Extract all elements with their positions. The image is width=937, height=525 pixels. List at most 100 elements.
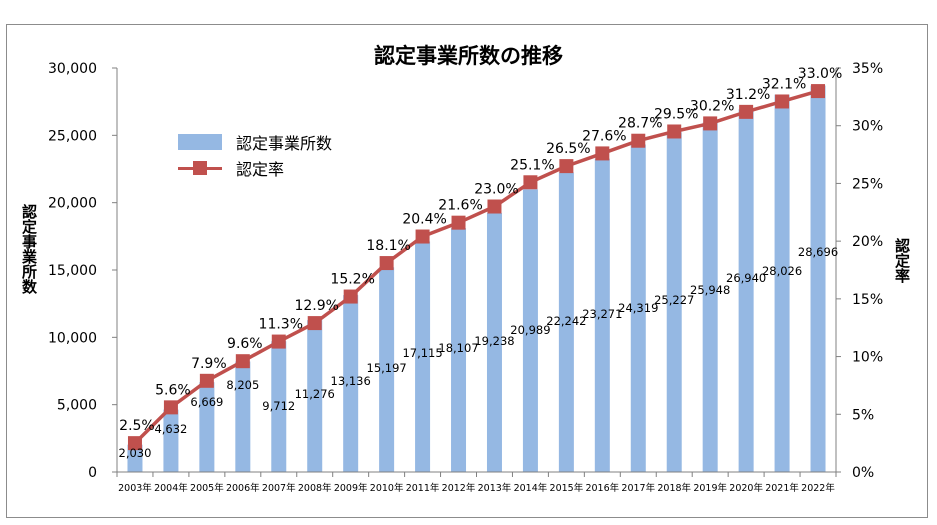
x-tick-label-1: 2004年 bbox=[154, 482, 188, 494]
bar-label-15: 25,227 bbox=[654, 293, 694, 307]
x-tick-label-5: 2008年 bbox=[298, 482, 332, 494]
bar-label-5: 11,276 bbox=[295, 387, 335, 401]
chart-title: 認定事業所数の推移 bbox=[374, 44, 563, 68]
y-right-tick-label-5: 25% bbox=[852, 176, 883, 192]
line-marker-19 bbox=[811, 84, 826, 99]
line-marker-8 bbox=[415, 229, 430, 244]
bar-6 bbox=[343, 295, 359, 472]
y-right-tick-label-4: 20% bbox=[852, 234, 883, 250]
line-label-16: 30.2% bbox=[690, 98, 734, 114]
x-tick-label-19: 2022年 bbox=[801, 482, 835, 494]
line-marker-10 bbox=[487, 199, 502, 214]
line-label-18: 32.1% bbox=[762, 76, 806, 92]
line-label-14: 28.7% bbox=[618, 116, 662, 132]
bar-18 bbox=[774, 94, 790, 473]
line-marker-2 bbox=[199, 373, 214, 388]
line-label-12: 26.5% bbox=[546, 141, 590, 157]
bar-label-2: 6,669 bbox=[190, 395, 223, 409]
x-tick-label-16: 2019年 bbox=[693, 482, 727, 494]
line-label-15: 29.5% bbox=[654, 106, 698, 122]
line-marker-7 bbox=[379, 256, 394, 271]
legend-item-bar: 認定事業所数 bbox=[178, 129, 332, 155]
line-label-8: 20.4% bbox=[402, 212, 446, 228]
bar-label-14: 24,319 bbox=[618, 301, 658, 315]
bar-11 bbox=[522, 189, 538, 472]
line-marker-3 bbox=[235, 354, 250, 369]
bar-12 bbox=[558, 172, 574, 472]
y-left-tick-label-4: 20,000 bbox=[48, 196, 97, 212]
y-left-tick-label-3: 15,000 bbox=[48, 263, 97, 279]
line-marker-5 bbox=[307, 316, 322, 331]
x-tick-label-0: 2003年 bbox=[118, 482, 152, 494]
legend: 認定事業所数 認定率 bbox=[178, 129, 332, 181]
line-label-9: 21.6% bbox=[438, 198, 482, 214]
x-tick-label-2: 2005年 bbox=[190, 482, 224, 494]
y-left-tick-label-1: 5,000 bbox=[57, 398, 97, 414]
line-marker-16 bbox=[703, 116, 718, 131]
y-left-tick-label-6: 30,000 bbox=[48, 61, 97, 77]
bar-19 bbox=[810, 85, 826, 472]
legend-label-line: 認定率 bbox=[236, 160, 285, 179]
bar-2 bbox=[199, 382, 215, 472]
bar-label-18: 28,026 bbox=[762, 264, 802, 278]
line-marker-15 bbox=[667, 124, 682, 139]
bar-label-12: 22,242 bbox=[546, 314, 586, 328]
y-right-tick-label-2: 10% bbox=[852, 350, 883, 366]
y-left-tick-label-0: 0 bbox=[88, 465, 97, 481]
line-marker-13 bbox=[595, 146, 610, 161]
line-marker-1 bbox=[163, 400, 178, 415]
line-label-7: 18.1% bbox=[366, 238, 410, 254]
bar-8 bbox=[415, 241, 431, 472]
y-right-tick-label-7: 35% bbox=[852, 61, 883, 77]
x-tick-label-14: 2017年 bbox=[621, 482, 655, 494]
line-marker-6 bbox=[343, 289, 358, 304]
legend-item-line: 認定率 bbox=[178, 155, 332, 181]
bar-label-10: 19,238 bbox=[474, 334, 514, 348]
y-right-tick-label-3: 15% bbox=[852, 292, 883, 308]
line-label-19: 33.0% bbox=[798, 66, 842, 82]
legend-label-bar: 認定事業所数 bbox=[236, 134, 333, 153]
line-marker-14 bbox=[631, 133, 646, 148]
x-tick-label-11: 2014年 bbox=[514, 482, 548, 494]
legend-bar-swatch bbox=[178, 134, 222, 150]
line-label-0: 2.5% bbox=[119, 418, 155, 434]
line-marker-0 bbox=[127, 436, 142, 451]
x-tick-label-12: 2015年 bbox=[550, 482, 584, 494]
x-tick-label-4: 2007年 bbox=[262, 482, 296, 494]
line-label-10: 23.0% bbox=[474, 182, 518, 198]
line-marker-9 bbox=[451, 215, 466, 230]
bar-label-17: 26,940 bbox=[726, 271, 766, 285]
line-label-4: 11.3% bbox=[259, 317, 303, 333]
y-axis-right-title: 認定率 bbox=[893, 238, 911, 283]
bar-label-7: 15,197 bbox=[367, 361, 407, 375]
chart-frame bbox=[6, 24, 928, 518]
bar-3 bbox=[235, 361, 251, 472]
y-axis-left-title: 認定事業所数 bbox=[20, 204, 38, 294]
bar-label-0: 2,030 bbox=[119, 446, 152, 460]
x-tick-label-3: 2006年 bbox=[226, 482, 260, 494]
line-marker-18 bbox=[775, 94, 790, 109]
line-label-3: 9.6% bbox=[227, 336, 263, 352]
bar-7 bbox=[379, 267, 395, 472]
x-tick-label-13: 2016年 bbox=[585, 482, 619, 494]
bar-label-11: 20,989 bbox=[510, 323, 550, 337]
bar-label-9: 18,107 bbox=[438, 341, 478, 355]
bar-13 bbox=[594, 158, 610, 473]
bar-label-16: 25,948 bbox=[690, 283, 730, 297]
bar-label-6: 13,136 bbox=[331, 374, 371, 388]
x-tick-label-17: 2020年 bbox=[729, 482, 763, 494]
line-label-17: 31.2% bbox=[726, 87, 770, 103]
line-label-5: 12.9% bbox=[294, 298, 338, 314]
bar-15 bbox=[666, 132, 682, 472]
line-marker-4 bbox=[271, 334, 286, 349]
line-label-2: 7.9% bbox=[191, 356, 227, 372]
bar-label-13: 23,271 bbox=[582, 307, 622, 321]
x-tick-label-10: 2013年 bbox=[478, 482, 512, 494]
line-marker-17 bbox=[739, 104, 754, 119]
x-tick-label-18: 2021年 bbox=[765, 482, 799, 494]
bar-4 bbox=[271, 341, 287, 472]
x-tick-label-7: 2010年 bbox=[370, 482, 404, 494]
legend-line-swatch bbox=[178, 160, 222, 176]
line-label-6: 15.2% bbox=[330, 272, 374, 288]
